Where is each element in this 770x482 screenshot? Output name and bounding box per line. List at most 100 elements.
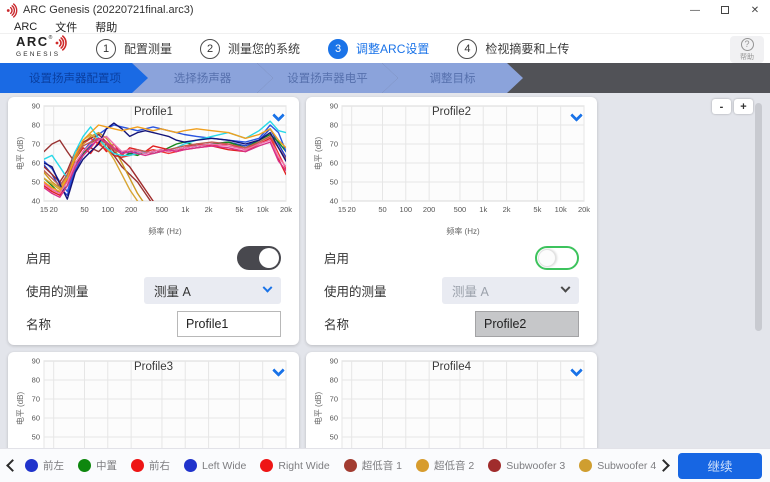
legend-item[interactable]: Subwoofer 4: [579, 459, 656, 472]
profile2-enable-toggle[interactable]: [535, 245, 579, 270]
svg-text:80: 80: [32, 376, 40, 385]
svg-text:60: 60: [32, 414, 40, 423]
legend-item[interactable]: Right Wide: [260, 459, 330, 472]
svg-text:1k: 1k: [479, 205, 487, 214]
help-button[interactable]: ? 帮助: [730, 36, 764, 63]
profile3-card: 1520501002005001k2k5k10k20k908070605040电…: [8, 352, 299, 448]
breadcrumb-step-3[interactable]: 设置扬声器电平: [257, 63, 398, 93]
svg-text:70: 70: [32, 140, 40, 149]
vertical-scrollbar[interactable]: [755, 103, 762, 331]
speaker-label: 超低音 1: [361, 460, 402, 472]
profile2-card: 15 20 50 100 200 500 1k 2k 5k 10k 20k 90 80 70 60 50 40 电…: [306, 97, 597, 345]
svg-text:80: 80: [330, 121, 338, 130]
profile4-chart-plot: 1520501002005001k2k5k10k20k908070605040电…: [313, 357, 585, 448]
legend-item[interactable]: 超低音 1: [343, 458, 402, 473]
step-label: 配置测量: [124, 42, 173, 56]
speaker-label: Right Wide: [278, 459, 330, 472]
logo-registered-mark: ®: [48, 35, 53, 41]
step-3[interactable]: 3 调整ARC设置: [328, 38, 429, 59]
profile3-chart-plot: 1520501002005001k2k5k10k20k908070605040电…: [15, 357, 287, 448]
svg-text:电平 (dB): 电平 (dB): [15, 137, 25, 171]
menu-help[interactable]: 帮助: [95, 21, 118, 34]
svg-text:10k: 10k: [257, 205, 269, 214]
svg-text:200: 200: [125, 205, 138, 214]
svg-text:5k: 5k: [533, 205, 541, 214]
profile1-enable-toggle[interactable]: [237, 245, 281, 270]
menu-arc[interactable]: ARC: [14, 20, 38, 33]
breadcrumb-step-2[interactable]: 选择扬声器: [132, 63, 273, 93]
zoom-out-button[interactable]: -: [712, 99, 731, 114]
legend-item[interactable]: 前左: [25, 458, 64, 473]
step-number: 3: [328, 38, 349, 59]
speaker-color-dot: [260, 459, 274, 472]
profile3-chart: 1520501002005001k2k5k10k20k908070605040电…: [8, 352, 299, 448]
continue-button[interactable]: 继续: [678, 452, 762, 479]
legend-next-icon[interactable]: [657, 459, 670, 472]
svg-text:10k: 10k: [555, 205, 567, 214]
profile1-measurement-dropdown[interactable]: 测量 A: [144, 277, 281, 304]
step-1[interactable]: 1 配置测量: [96, 38, 173, 59]
profile1-card: 15 20 50 100 200 500 1k 2k 5k 10k 20k 90 80 70 60 50 40 电…: [8, 97, 299, 345]
svg-text:20k: 20k: [578, 205, 590, 214]
speaker-label: 超低音 2: [433, 460, 475, 472]
maximize-icon[interactable]: [710, 0, 740, 20]
speaker-label: 前右: [149, 460, 170, 472]
svg-text:50: 50: [378, 205, 386, 214]
app-icon: [6, 2, 18, 18]
svg-text:90: 90: [32, 357, 40, 366]
question-icon: ?: [740, 37, 754, 51]
profile1-enable-label: 启用: [26, 252, 52, 266]
svg-text:40: 40: [32, 197, 40, 206]
speaker-color-dot: [25, 459, 38, 472]
main-content: 15 20 50 100 200 500 1k 2k 5k 10k 20k 90 80 70 60 50 40 电…: [0, 93, 770, 448]
svg-text:2k: 2k: [503, 205, 511, 214]
speaker-color-dot: [184, 459, 197, 472]
legend-item[interactable]: 前右: [131, 458, 170, 473]
svg-text:频率 (Hz): 频率 (Hz): [148, 226, 182, 236]
profile2-chart: 15 20 50 100 200 500 1k 2k 5k 10k 20k 90 80 70 60 50 40 电…: [306, 97, 597, 238]
chevron-down-icon: [262, 282, 273, 293]
bottom-bar: 前左 中置 前右 Left Wide Right Wide 超低音 1 超低音 2 Subwo…: [0, 448, 770, 482]
step-4[interactable]: 4 检视摘要和上传: [457, 38, 570, 59]
profile2-name-input: [475, 310, 579, 337]
close-icon[interactable]: ✕: [750, 4, 760, 16]
svg-text:5k: 5k: [235, 205, 243, 214]
sound-waves-icon: [55, 35, 68, 51]
profile4-chart: 1520501002005001k2k5k10k20k908070605040电…: [306, 352, 597, 448]
profile1-chart: 15 20 50 100 200 500 1k 2k 5k 10k 20k 90 80 70 60 50 40 电…: [8, 97, 299, 238]
svg-text:15: 15: [338, 205, 346, 214]
svg-text:40: 40: [330, 197, 338, 206]
speaker-label: 前左: [43, 460, 64, 472]
speaker-color-dot: [415, 459, 429, 472]
minimize-icon[interactable]: —: [690, 4, 700, 16]
svg-text:200: 200: [423, 205, 436, 214]
zoom-in-button[interactable]: +: [734, 99, 753, 114]
speaker-color-dot: [78, 459, 91, 472]
breadcrumb-step-4[interactable]: 调整目标: [382, 63, 523, 93]
legend-item[interactable]: Subwoofer 3: [488, 459, 565, 472]
svg-text:50: 50: [32, 178, 40, 187]
step-number: 1: [96, 38, 116, 59]
speaker-color-dot: [488, 459, 502, 472]
step-number: 2: [200, 38, 221, 59]
step-label: 检视摘要和上传: [485, 42, 570, 56]
legend-item[interactable]: 中置: [78, 458, 117, 473]
speaker-label: Left Wide: [202, 459, 247, 472]
svg-text:100: 100: [102, 205, 115, 214]
profile2-enable-label: 启用: [324, 252, 350, 266]
profile1-name-input[interactable]: [177, 310, 281, 337]
step-2[interactable]: 2 测量您的系统: [200, 38, 300, 59]
breadcrumb-step-1[interactable]: 设置扬声器配置项: [0, 63, 150, 93]
svg-text:90: 90: [330, 102, 338, 111]
menu-file[interactable]: 文件: [55, 21, 78, 34]
legend-item[interactable]: 超低音 2: [415, 458, 475, 473]
steps: 1 配置测量 2 测量您的系统 3 调整ARC设置 4 检视摘要和上传: [96, 34, 569, 63]
profile2-measurement-dropdown: 测量 A: [442, 277, 579, 304]
legend-prev-icon[interactable]: [6, 459, 19, 472]
svg-text:50: 50: [330, 433, 338, 442]
svg-text:100: 100: [400, 205, 413, 214]
svg-text:电平 (dB): 电平 (dB): [313, 392, 323, 426]
legend-item[interactable]: Left Wide: [184, 459, 246, 472]
help-label: 帮助: [740, 53, 754, 61]
svg-text:500: 500: [454, 205, 467, 214]
